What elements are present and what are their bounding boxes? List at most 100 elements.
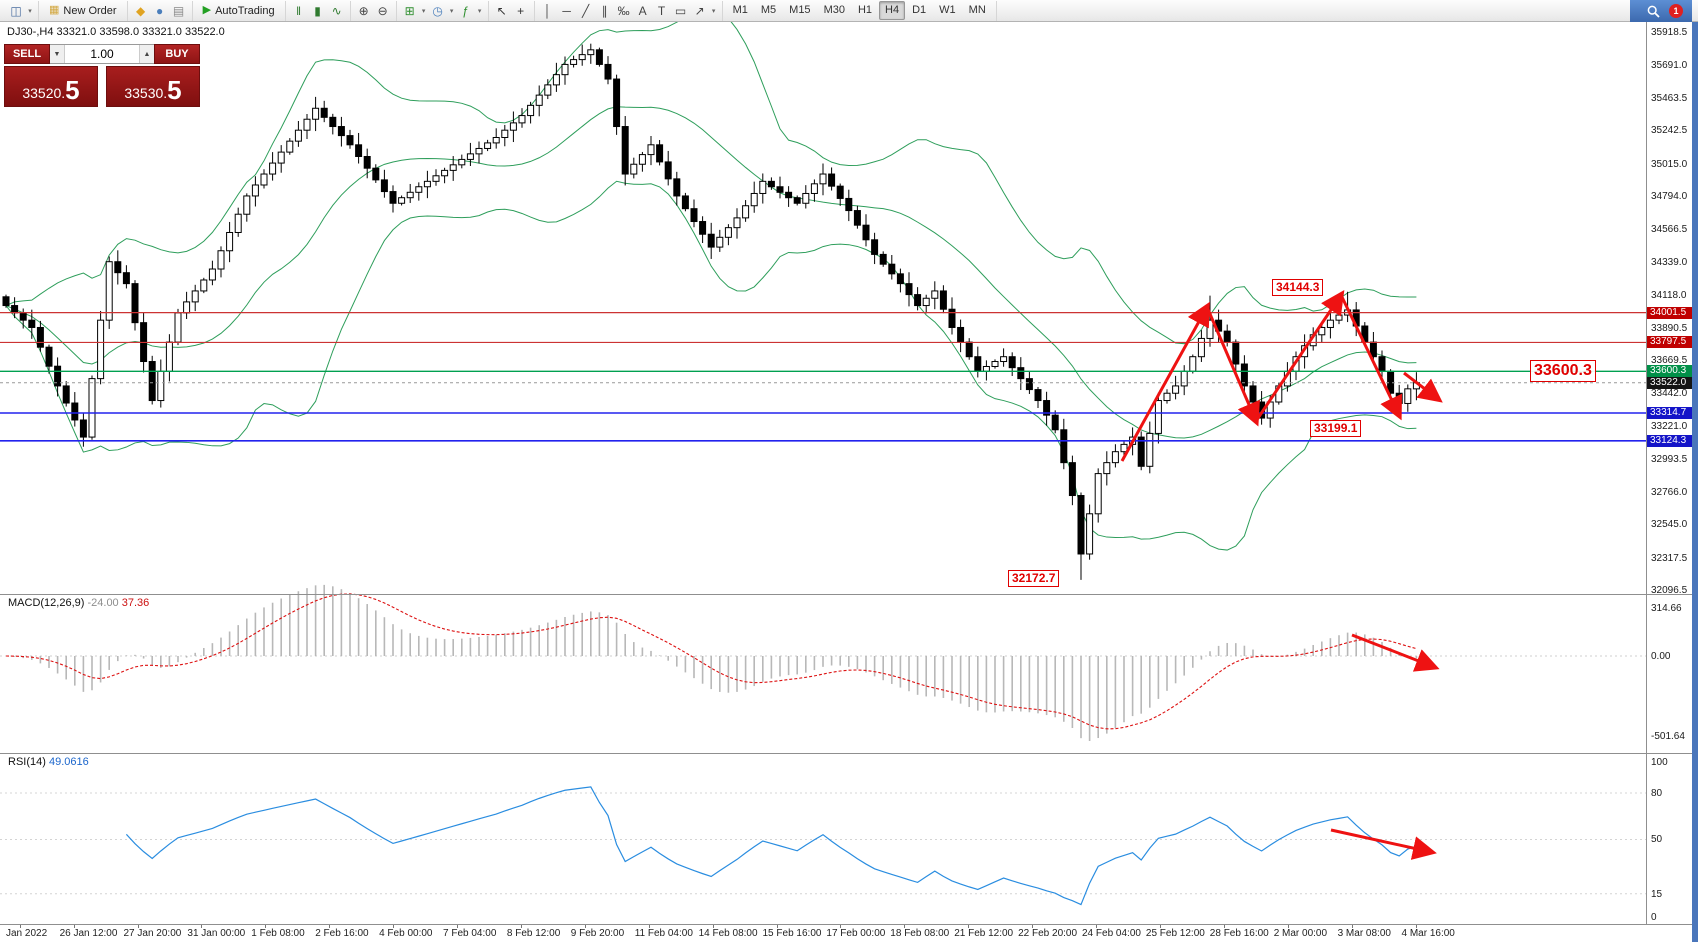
- toolbar-left: ◫ ▾ ▦ New Order ◆ ● ▤ ▶ AutoTrading ‖ ▮ ∿ ⊕ ⊖ ⊞ ▾ ◷ ▾ ƒ ▾ ↖ +…: [3, 0, 997, 21]
- timeframe-mn[interactable]: MN: [968, 4, 986, 16]
- search-icon[interactable]: [1647, 5, 1660, 18]
- sell-price-big-digit: 5: [65, 75, 80, 105]
- toolbar-search-area: 1: [1630, 0, 1692, 22]
- annotation-label-34144.3[interactable]: 34144.3: [1272, 279, 1324, 296]
- horizontal-line-icon[interactable]: ─: [562, 3, 571, 18]
- timeframe-w1[interactable]: W1: [939, 4, 956, 16]
- price-tick: 32993.5: [1651, 453, 1688, 465]
- annotation-arrow-1[interactable]: [1120, 301, 1210, 462]
- fibonacci-icon[interactable]: ‰: [617, 3, 630, 18]
- annotation-label-33600.3[interactable]: 33600.3: [1530, 360, 1596, 382]
- channel-icon[interactable]: ∥: [601, 3, 608, 18]
- time-label: 4 Feb 00:00: [379, 928, 433, 939]
- trade-panel-top-row: SELL ▼ ▲ BUY: [4, 44, 200, 64]
- toolbar-group-cursor: ↖ +: [489, 0, 535, 21]
- timeframe-m15[interactable]: M15: [789, 4, 811, 16]
- sell-price[interactable]: 33520. 5: [4, 66, 98, 107]
- price-tick: 35691.0: [1651, 59, 1688, 71]
- arrows-icon-caret[interactable]: ▾: [711, 7, 716, 15]
- separator-main-macd[interactable]: [0, 594, 1698, 595]
- volume-increase-button[interactable]: ▲: [139, 45, 154, 63]
- zoom-out-icon[interactable]: ⊖: [377, 3, 388, 18]
- deposit-icon[interactable]: ◆: [135, 3, 146, 18]
- buy-button[interactable]: BUY: [154, 44, 200, 64]
- timeframe-d1[interactable]: D1: [912, 4, 927, 16]
- time-axis[interactable]: Jan 2022 26 Jan 12:00 27 Jan 20:00 31 Jan 0…: [0, 925, 1646, 942]
- sell-price-main: 33520.: [22, 85, 66, 101]
- toolbar: ◫ ▾ ▦ New Order ◆ ● ▤ ▶ AutoTrading ‖ ▮ ∿ ⊕ ⊖ ⊞ ▾ ◷ ▾ ƒ ▾ ↖ +…: [0, 0, 1698, 22]
- label-icon[interactable]: T: [657, 3, 666, 18]
- time-tick: [712, 925, 714, 928]
- separator-rsi-timeaxis: [0, 924, 1698, 925]
- price-tick: 34339.0: [1651, 257, 1688, 269]
- clock-icon[interactable]: ◷: [432, 3, 443, 18]
- zoom-in-icon[interactable]: ⊕: [358, 3, 369, 18]
- annotation-arrow-7[interactable]: [1330, 828, 1437, 860]
- time-tick: [1096, 925, 1097, 928]
- trendline-icon[interactable]: ╱: [581, 3, 590, 18]
- annotation-arrow-2[interactable]: [1205, 306, 1260, 427]
- cursor-icon[interactable]: ↖: [496, 3, 507, 18]
- indicators-icon[interactable]: ƒ: [462, 3, 469, 18]
- indicators-icon-caret[interactable]: ▾: [477, 7, 482, 15]
- new-order-button-label: New Order: [63, 4, 117, 17]
- tile-windows-icon-caret[interactable]: ▾: [421, 7, 426, 15]
- time-tick: [840, 925, 842, 928]
- new-order-button[interactable]: ▦ New Order: [43, 2, 123, 20]
- layouts-icon[interactable]: ▤: [172, 3, 185, 18]
- annotation-arrow-4[interactable]: [1339, 294, 1402, 421]
- price-scale-label-33314.7: 33314.7: [1647, 407, 1692, 419]
- annotation-label-32172.7[interactable]: 32172.7: [1008, 570, 1060, 587]
- new-chart-icon[interactable]: ◫: [10, 3, 22, 18]
- time-tick: [904, 925, 906, 928]
- price-tick: 33221.0: [1651, 420, 1688, 432]
- new-chart-icon-caret[interactable]: ▾: [28, 7, 32, 15]
- timeframe-m30[interactable]: M30: [823, 4, 845, 16]
- bar-chart-icon[interactable]: ‖: [296, 3, 302, 18]
- separator-macd-rsi[interactable]: [0, 753, 1698, 754]
- sell-button[interactable]: SELL: [4, 44, 50, 64]
- arrows-icon[interactable]: ↗: [694, 3, 705, 18]
- text-icon[interactable]: A: [638, 3, 647, 18]
- price-scale[interactable]: [1647, 22, 1692, 924]
- timeframe-m5[interactable]: M5: [760, 4, 777, 16]
- candlestick-chart-icon[interactable]: ▮: [314, 3, 321, 18]
- time-tick: [1032, 925, 1034, 928]
- annotation-arrow-5[interactable]: [1403, 371, 1443, 403]
- rsi-name: RSI(14): [8, 756, 46, 768]
- annotation-arrow-6[interactable]: [1351, 633, 1440, 672]
- line-chart-icon[interactable]: ∿: [331, 3, 342, 18]
- time-tick: [648, 925, 650, 928]
- autotrading-button[interactable]: ▶ AutoTrading: [197, 2, 281, 20]
- time-tick: [20, 925, 21, 928]
- toolbar-group-order: ▦ New Order: [39, 0, 128, 21]
- tile-windows-icon[interactable]: ⊞: [404, 3, 415, 18]
- annotation-label-33199.1[interactable]: 33199.1: [1310, 420, 1362, 437]
- toolbar-group-charttype: ‖ ▮ ∿: [286, 0, 351, 21]
- clock-icon-caret[interactable]: ▾: [449, 7, 454, 15]
- bollinger-lower[interactable]: [5, 180, 1417, 551]
- price-tick: 34794.0: [1651, 190, 1688, 202]
- rsi-scale-label: 80: [1651, 788, 1663, 799]
- one-click-trading-panel: SELL ▼ ▲ BUY 33520.5 33530.5: [4, 44, 200, 107]
- bollinger-middle[interactable]: [5, 106, 1417, 439]
- buy-price-big-digit: 5: [167, 75, 182, 105]
- timeframe-m1[interactable]: M1: [732, 4, 748, 16]
- volume-input[interactable]: [65, 45, 139, 63]
- notifications-badge[interactable]: 1: [1669, 4, 1683, 18]
- buy-price-main: 33530.: [124, 85, 168, 101]
- volume-decrease-button[interactable]: ▼: [50, 45, 65, 63]
- bollinger-upper[interactable]: [5, 7, 1417, 345]
- time-label: 22 Feb 20:00: [1018, 928, 1078, 939]
- profile-icon[interactable]: ●: [155, 3, 164, 18]
- timeframe-h1[interactable]: H1: [857, 4, 873, 16]
- timeframe-h4[interactable]: H4: [879, 1, 906, 20]
- price-scale-label-33124.3: 33124.3: [1647, 434, 1692, 447]
- crosshair-icon[interactable]: +: [517, 3, 525, 18]
- shapes-icon[interactable]: ▭: [674, 3, 687, 18]
- vertical-line-icon[interactable]: │: [543, 3, 552, 18]
- buy-price[interactable]: 33530. 5: [106, 66, 200, 107]
- annotation-arrow-3[interactable]: [1254, 290, 1345, 422]
- toolbar-group-chart: ◫ ▾: [3, 0, 39, 21]
